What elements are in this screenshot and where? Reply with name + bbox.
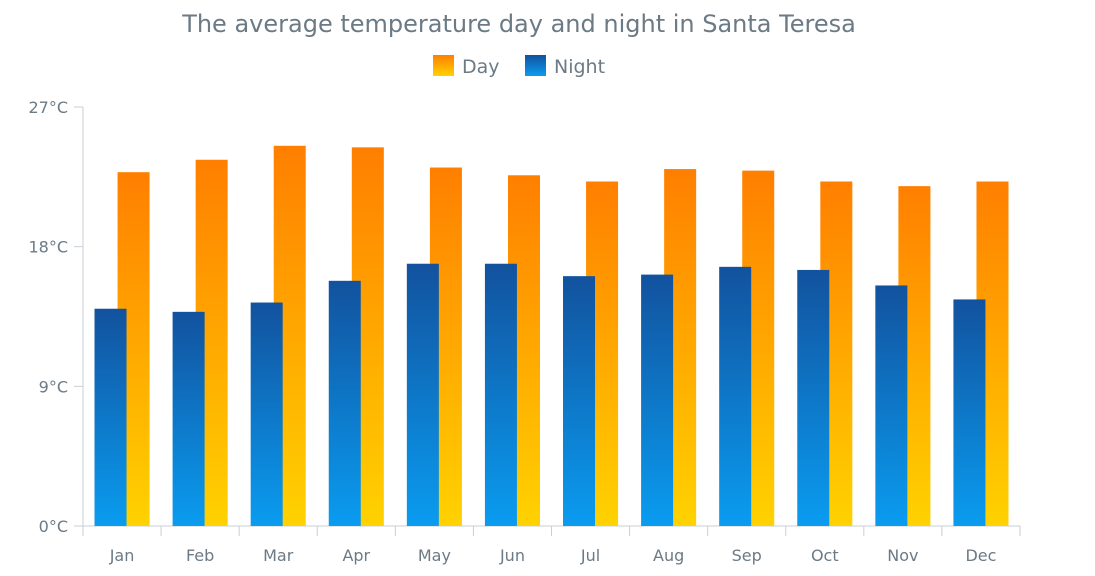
x-tick-label: Sep <box>732 546 762 565</box>
y-tick-label: 0°C <box>39 517 68 536</box>
x-tick-label: Feb <box>186 546 214 565</box>
y-tick-label: 18°C <box>28 238 68 257</box>
y-tick-label: 9°C <box>39 377 68 396</box>
x-tick-label: Mar <box>263 546 294 565</box>
bar-night[interactable] <box>641 274 674 526</box>
legend-label-day[interactable]: Day <box>462 56 500 78</box>
bars <box>94 145 1009 527</box>
legend: Day Night <box>433 55 605 78</box>
bar-night[interactable] <box>953 299 986 526</box>
bar-night[interactable] <box>719 266 752 526</box>
x-tick-label: Jan <box>109 546 135 565</box>
y-tick-label: 27°C <box>28 98 68 117</box>
legend-swatch-night[interactable] <box>525 55 546 76</box>
x-tick-label: Apr <box>342 546 370 565</box>
x-tick-label: Oct <box>811 546 839 565</box>
bar-night[interactable] <box>94 308 127 526</box>
bar-night[interactable] <box>250 302 283 526</box>
x-tick-label: Jul <box>580 546 600 565</box>
chart-title: The average temperature day and night in… <box>181 10 856 38</box>
bar-night[interactable] <box>406 263 439 526</box>
bar-night[interactable] <box>875 285 908 526</box>
x-tick-label: May <box>418 546 451 565</box>
legend-swatch-day[interactable] <box>433 55 454 76</box>
x-tick-label: Dec <box>965 546 996 565</box>
bar-night[interactable] <box>563 276 596 526</box>
bar-night[interactable] <box>172 311 205 526</box>
legend-label-night[interactable]: Night <box>554 56 605 78</box>
bar-night[interactable] <box>797 269 830 526</box>
x-axis: Jan Feb Mar Apr May Jun Jul Aug Sep Oct Nov Dec <box>82 525 1021 565</box>
x-tick-label: Aug <box>653 546 684 565</box>
x-tick-label: Nov <box>887 546 918 565</box>
bar-night[interactable] <box>484 263 517 526</box>
y-axis: 0°C 9°C 18°C 27°C <box>28 98 84 536</box>
bar-night[interactable] <box>328 280 361 526</box>
x-tick-label: Jun <box>499 546 525 565</box>
